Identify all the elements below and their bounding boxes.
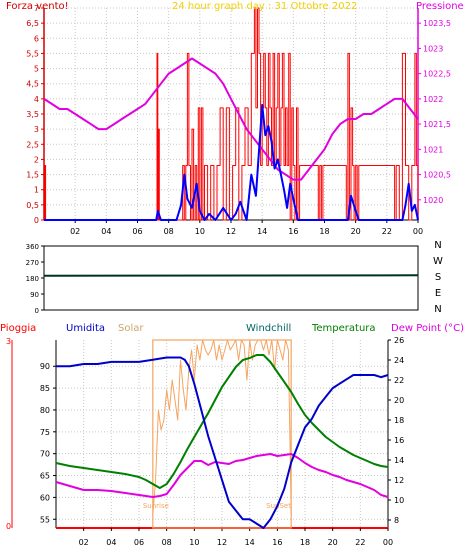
- legend-dewpoint: Dew Point (°C): [391, 323, 464, 334]
- tick-label-x: 00: [413, 227, 423, 236]
- tick-label-x: 18: [300, 538, 310, 547]
- tick-label-left: 1,5: [26, 171, 39, 180]
- tick-label-x: 00: [383, 538, 393, 547]
- tick-label-left: 7: [34, 4, 39, 13]
- tick-label-humidity: 90: [40, 362, 50, 371]
- legend-windchill: Windchill: [246, 323, 291, 334]
- tick-label-left: 4,5: [26, 80, 39, 89]
- tick-label-right: 1022: [423, 95, 443, 104]
- tick-label-x: 02: [79, 538, 89, 547]
- tick-label-x: 16: [272, 538, 282, 547]
- tick-label-x: 02: [70, 227, 80, 236]
- legend-rain: Pioggia: [0, 323, 36, 334]
- tick-label-humidity: 60: [40, 493, 50, 502]
- daylight-box: [152, 339, 292, 529]
- compass-label: N: [434, 304, 441, 315]
- tick-label-x: 18: [319, 227, 329, 236]
- tick-label-left: 3,5: [26, 110, 39, 119]
- tick-label-left: 6,5: [26, 19, 39, 28]
- tick-label-temp: 8: [394, 516, 399, 525]
- tick-label-direction: 90: [30, 291, 39, 299]
- tick-label-temp: 22: [394, 376, 404, 385]
- tick-label-right: 1021,5: [423, 120, 451, 129]
- tick-label-temp: 20: [394, 396, 404, 405]
- tick-label-temp: 10: [394, 496, 404, 505]
- tick-label-x: 04: [101, 227, 111, 236]
- tick-label-left: 5: [34, 65, 39, 74]
- tick-label-x: 14: [257, 227, 267, 236]
- tick-label-temp: 12: [394, 476, 404, 485]
- legend-temperature: Temperatura: [311, 323, 376, 334]
- tick-label-temp: 16: [394, 436, 404, 445]
- tick-label-humidity: 75: [40, 428, 50, 437]
- tick-label-rain: 3: [6, 337, 11, 346]
- tick-label-right: 1020: [423, 196, 443, 205]
- tick-label-right: 1022,5: [423, 70, 451, 79]
- series-dewpoint: [55, 453, 389, 498]
- tick-label-left: 1: [34, 186, 39, 195]
- compass-label: W: [433, 256, 443, 267]
- tick-label-x: 20: [351, 227, 361, 236]
- compass-label: S: [435, 272, 441, 283]
- tick-label-humidity: 80: [40, 406, 50, 415]
- tick-label-temp: 14: [394, 456, 404, 465]
- pressure-axis-title: Pressione: [416, 1, 464, 12]
- tick-label-left: 2: [34, 155, 39, 164]
- tick-label-rain: 0: [6, 522, 11, 531]
- tick-label-direction: 360: [26, 243, 39, 251]
- tick-label-x: 08: [164, 227, 174, 236]
- tick-label-x: 22: [355, 538, 365, 547]
- tick-label-direction: 0: [35, 307, 39, 315]
- sunset-label: SunSet: [266, 502, 291, 510]
- legend-solar: Solar: [118, 323, 144, 334]
- tick-label-temp: 26: [394, 336, 404, 345]
- tick-label-left: 0,5: [26, 201, 39, 210]
- tick-label-right: 1021: [423, 145, 443, 154]
- plot-area-direction: [43, 245, 419, 311]
- tick-label-x: 06: [132, 227, 142, 236]
- tick-label-temp: 24: [394, 356, 404, 365]
- tick-label-x: 04: [106, 538, 116, 547]
- tick-label-humidity: 70: [40, 450, 50, 459]
- tick-label-x: 22: [382, 227, 392, 236]
- tick-label-temp: 18: [394, 416, 404, 425]
- series-wind: [44, 103, 419, 221]
- tick-label-right: 1020,5: [423, 171, 451, 180]
- tick-label-x: 12: [217, 538, 227, 547]
- series-gust: [44, 7, 419, 221]
- compass-label: N: [434, 240, 441, 251]
- tick-label-right: 1023,5: [423, 19, 451, 28]
- tick-label-left: 2,5: [26, 140, 39, 149]
- legend-humidity: Umidita: [66, 323, 105, 334]
- tick-label-x: 16: [288, 227, 298, 236]
- tick-label-left: 3: [34, 125, 39, 134]
- tick-label-x: 12: [226, 227, 236, 236]
- tick-label-left: 5,5: [26, 49, 39, 58]
- series-solar: [152, 339, 292, 516]
- tick-label-left: 0: [34, 216, 39, 225]
- chart-title: 24 hour graph day : 31 Ottobre 2022: [172, 1, 357, 12]
- tick-label-x: 10: [195, 227, 205, 236]
- tick-label-x: 06: [134, 538, 144, 547]
- compass-label: E: [435, 288, 441, 299]
- tick-label-left: 6: [34, 34, 39, 43]
- tick-label-x: 20: [328, 538, 338, 547]
- sunrise-label: Sunrise: [143, 502, 169, 510]
- tick-label-humidity: 55: [40, 515, 50, 524]
- tick-label-humidity: 65: [40, 472, 50, 481]
- tick-label-left: 4: [34, 95, 39, 104]
- tick-label-direction: 180: [26, 275, 39, 283]
- series-temperature: [55, 354, 389, 489]
- tick-label-right: 1023: [423, 44, 443, 53]
- tick-label-x: 08: [162, 538, 172, 547]
- series-humidity: [56, 356, 389, 529]
- tick-label-direction: 270: [26, 259, 39, 267]
- wind-axis-title: Forza vento!: [6, 1, 69, 12]
- tick-label-x: 10: [189, 538, 199, 547]
- tick-label-humidity: 85: [40, 384, 50, 393]
- tick-label-x: 14: [245, 538, 255, 547]
- series-pressure: [43, 57, 419, 181]
